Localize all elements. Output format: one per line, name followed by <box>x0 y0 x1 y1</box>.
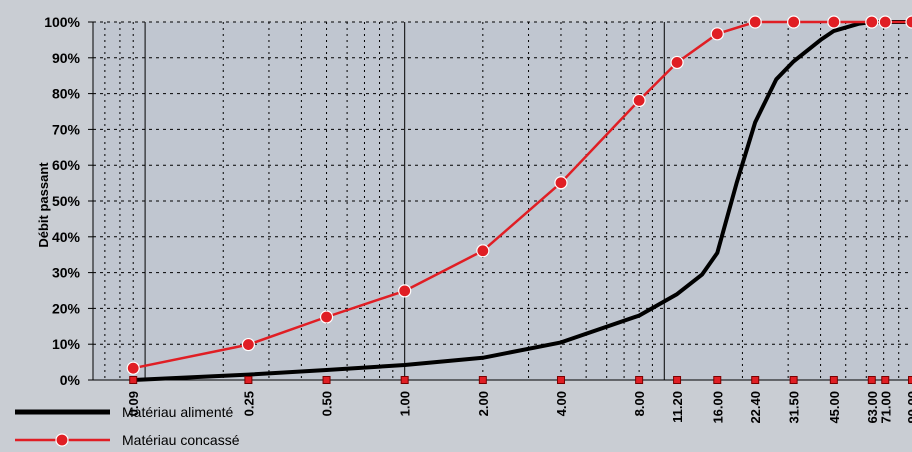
x-tick-label: 4.00 <box>554 391 569 416</box>
x-tick-label: 90.00 <box>905 391 912 424</box>
y-tick-label: 100% <box>44 14 80 30</box>
y-tick-label: 0% <box>60 372 81 388</box>
baseline-marker <box>323 377 330 384</box>
data-point <box>788 16 800 28</box>
data-point <box>711 28 723 40</box>
legend: Matériau alimenté Matériau concassé <box>15 404 240 447</box>
x-tick-label: 8.00 <box>632 391 647 416</box>
y-tick-label: 90% <box>52 50 81 66</box>
data-point <box>866 16 878 28</box>
x-tick-label: 11.20 <box>670 391 685 423</box>
x-tick-label: 16.00 <box>710 391 725 424</box>
y-tick-label: 70% <box>52 121 81 137</box>
data-point <box>879 16 891 28</box>
data-point <box>749 16 761 28</box>
legend-label: Matériau alimenté <box>122 404 233 420</box>
x-tick-label: 45.00 <box>827 391 842 424</box>
data-point <box>399 285 411 297</box>
baseline-marker <box>830 377 837 384</box>
data-point <box>477 245 489 257</box>
y-tick-label: 50% <box>52 193 81 209</box>
y-tick-label: 10% <box>52 336 81 352</box>
baseline-marker <box>882 377 889 384</box>
x-tick-label: 22.40 <box>748 391 763 424</box>
x-tick-label: 0.50 <box>320 391 335 416</box>
baseline-marker <box>909 377 912 384</box>
y-tick-label: 80% <box>52 86 81 102</box>
x-tick-label: 1.00 <box>398 391 413 416</box>
data-point <box>242 339 254 351</box>
y-tick-label: 30% <box>52 265 81 281</box>
baseline-marker <box>752 377 759 384</box>
y-tick-label: 40% <box>52 229 81 245</box>
baseline-marker <box>636 377 643 384</box>
plot-area <box>93 22 912 380</box>
data-point <box>127 362 139 374</box>
baseline-marker <box>790 377 797 384</box>
y-tick-label: 20% <box>52 300 81 316</box>
baseline-marker <box>674 377 681 384</box>
y-axis-title: Débit passant <box>36 162 51 248</box>
x-tick-label: 2.00 <box>476 391 491 416</box>
baseline-marker <box>714 377 721 384</box>
baseline-marker <box>868 377 875 384</box>
legend-marker <box>56 434 68 446</box>
data-point <box>321 311 333 323</box>
legend-label: Matériau concassé <box>122 432 240 447</box>
x-tick-label: 71.00 <box>878 391 893 424</box>
baseline-marker <box>557 377 564 384</box>
x-tick-label: 31.50 <box>787 391 802 424</box>
baseline-marker <box>401 377 408 384</box>
x-tick-label: 0.25 <box>241 391 256 416</box>
y-tick-label: 60% <box>52 157 81 173</box>
data-point <box>555 177 567 189</box>
data-point <box>633 94 645 106</box>
baseline-marker <box>130 377 137 384</box>
data-point <box>671 56 683 68</box>
data-point <box>828 16 840 28</box>
baseline-marker <box>479 377 486 384</box>
baseline-marker <box>245 377 252 384</box>
